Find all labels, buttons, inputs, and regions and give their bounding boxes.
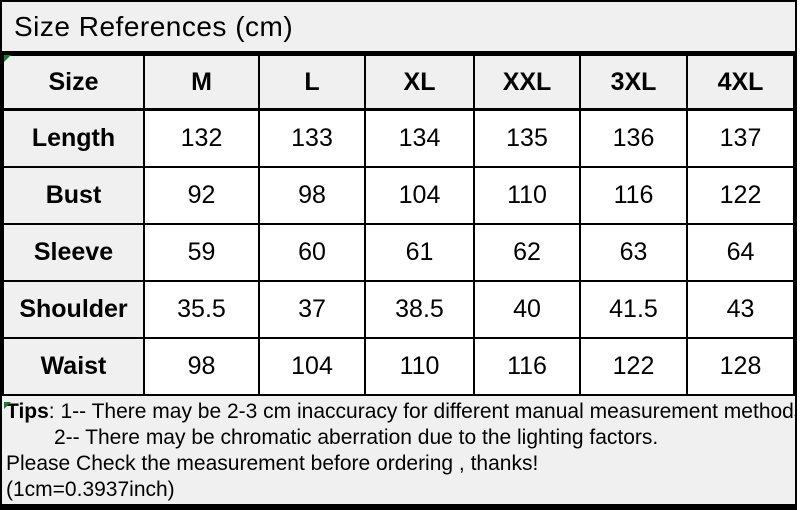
header-cell-l: L — [258, 54, 366, 111]
cell-bust-m: 92 — [143, 165, 260, 225]
header-cell-m: M — [143, 54, 260, 111]
table-row-bust: Bust 92 98 104 110 116 122 — [2, 165, 795, 225]
cell-bust-xl: 104 — [364, 165, 475, 225]
cell-shoulder-3xl: 41.5 — [579, 279, 688, 339]
cell-length-m: 132 — [143, 108, 260, 168]
header-cell-size: Size — [2, 54, 145, 111]
excel-corner-marker-icon — [4, 402, 11, 409]
tips-line-3: Please Check the measurement before orde… — [6, 451, 539, 475]
table-header-row: Size M L XL XXL 3XL 4XL — [2, 54, 795, 111]
tips-label: Tips — [6, 399, 49, 423]
header-cell-xxl: XXL — [473, 54, 581, 111]
cell-waist-xl: 110 — [364, 336, 475, 396]
cell-length-3xl: 136 — [579, 108, 688, 168]
row-label-bust: Bust — [2, 165, 145, 225]
row-label-waist: Waist — [2, 336, 145, 396]
table-row-length: Length 132 133 134 135 136 137 — [2, 108, 795, 168]
cell-length-4xl: 137 — [686, 108, 795, 168]
cell-shoulder-m: 35.5 — [143, 279, 260, 339]
title-bar: Size References (cm) — [2, 2, 795, 54]
row-label-sleeve: Sleeve — [2, 222, 145, 282]
table-row-sleeve: Sleeve 59 60 61 62 63 64 — [2, 222, 795, 282]
excel-corner-marker-icon — [4, 55, 11, 62]
cell-bust-l: 98 — [258, 165, 366, 225]
cell-length-l: 133 — [258, 108, 366, 168]
cell-shoulder-4xl: 43 — [686, 279, 795, 339]
tips-line-1: Tips: 1-- There may be 2-3 cm inaccuracy… — [6, 399, 795, 425]
page-title: Size References (cm) — [14, 10, 294, 42]
tips-line-1-text: : 1-- There may be 2-3 cm inaccuracy for… — [48, 399, 797, 423]
cell-bust-3xl: 116 — [579, 165, 688, 225]
row-label-length: Length — [2, 108, 145, 168]
cell-waist-xxl: 116 — [473, 336, 581, 396]
size-table: Size M L XL XXL 3XL 4XL Length 132 133 1… — [2, 54, 795, 396]
cell-sleeve-m: 59 — [143, 222, 260, 282]
cell-waist-4xl: 128 — [686, 336, 795, 396]
cell-shoulder-l: 37 — [258, 279, 366, 339]
cell-sleeve-xxl: 62 — [473, 222, 581, 282]
row-label-shoulder: Shoulder — [2, 279, 145, 339]
header-cell-3xl: 3XL — [579, 54, 688, 111]
tips-line-4: (1cm=0.3937inch) — [6, 477, 175, 501]
cell-shoulder-xxl: 40 — [473, 279, 581, 339]
cell-shoulder-xl: 38.5 — [364, 279, 475, 339]
cell-sleeve-4xl: 64 — [686, 222, 795, 282]
tips-line-2: 2-- There may be chromatic aberration du… — [54, 425, 659, 449]
cell-bust-4xl: 122 — [686, 165, 795, 225]
header-cell-xl: XL — [364, 54, 475, 111]
table-row-waist: Waist 98 104 110 116 122 128 — [2, 336, 795, 396]
cell-length-xl: 134 — [364, 108, 475, 168]
cell-waist-3xl: 122 — [579, 336, 688, 396]
cell-waist-m: 98 — [143, 336, 260, 396]
cell-sleeve-l: 60 — [258, 222, 366, 282]
header-cell-4xl: 4XL — [686, 54, 795, 111]
table-row-shoulder: Shoulder 35.5 37 38.5 40 41.5 43 — [2, 279, 795, 339]
cell-bust-xxl: 110 — [473, 165, 581, 225]
tips-section: Tips: 1-- There may be 2-3 cm inaccuracy… — [2, 395, 795, 510]
cell-waist-l: 104 — [258, 336, 366, 396]
cell-sleeve-3xl: 63 — [579, 222, 688, 282]
cell-length-xxl: 135 — [473, 108, 581, 168]
cell-sleeve-xl: 61 — [364, 222, 475, 282]
